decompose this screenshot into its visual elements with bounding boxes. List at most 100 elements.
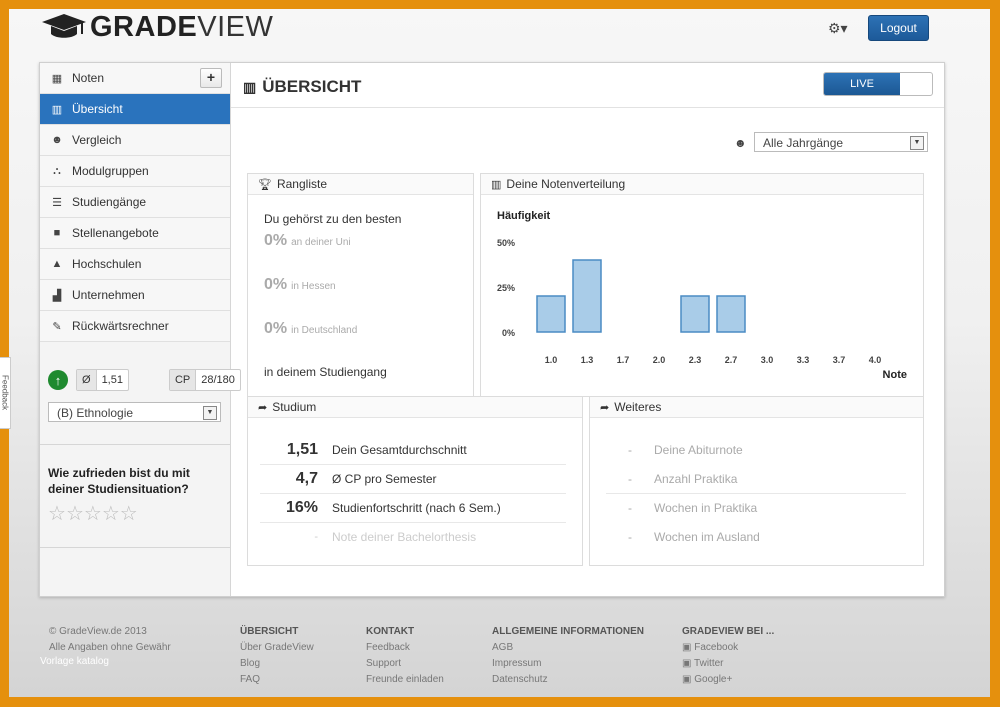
star-icon[interactable]: ☆ xyxy=(48,503,66,525)
sidebar-item-vergleich[interactable]: ☻ Vergleich xyxy=(40,125,230,156)
footer-link[interactable]: FAQ xyxy=(240,674,261,685)
footer-link[interactable]: Support xyxy=(366,658,402,669)
bar[interactable] xyxy=(716,295,746,333)
add-grade-button[interactable]: + xyxy=(200,68,222,88)
sidebar-item-hochschulen[interactable]: ▲ Hochschulen xyxy=(40,249,230,280)
sidebar-item-modulgruppen[interactable]: ⛬ Modulgruppen xyxy=(40,156,230,187)
logout-button[interactable]: Logout xyxy=(868,15,929,41)
live-toggle[interactable]: LIVE xyxy=(823,72,933,96)
footer-col-kontakt: KONTAKT Feedback Support Freunde einlade… xyxy=(366,624,444,688)
footer-link-twitter[interactable]: ▣ Twitter xyxy=(682,656,774,672)
rangliste-header: 🏆︎ Rangliste xyxy=(248,174,473,195)
x-tick-label: 2.7 xyxy=(725,355,738,365)
footer-link-googleplus[interactable]: ▣ Google+ xyxy=(682,672,774,688)
stat-value: - xyxy=(314,530,318,543)
sidebar-item-studiengaenge[interactable]: ☰ Studiengänge xyxy=(40,187,230,218)
footer-link[interactable]: Freunde einladen xyxy=(366,674,444,685)
sidebar-item-uebersicht[interactable]: ▥ Übersicht xyxy=(40,94,230,125)
footer-link[interactable]: Datenschutz xyxy=(492,674,548,685)
bar-chart-icon: ▥ xyxy=(51,103,63,116)
footer-link[interactable]: AGB xyxy=(492,642,514,653)
logo-text-bold: GRADE xyxy=(90,10,198,43)
stat-label: Studienfortschritt (nach 6 Sem.) xyxy=(332,500,501,515)
settings-gear-icon[interactable]: ⚙▾ xyxy=(828,20,848,36)
footer-col-social: GRADEVIEW BEI ... ▣ Facebook ▣ Twitter ▣… xyxy=(682,624,774,688)
x-tick-label: 3.3 xyxy=(797,355,810,365)
feedback-tab[interactable]: Feedback xyxy=(0,357,11,429)
rank-hessen-label: in Hessen xyxy=(291,281,336,292)
sidebar-item-stellenangebote[interactable]: ■ Stellenangebote xyxy=(40,218,230,249)
year-filter-select[interactable]: Alle Jahrgänge ▼ xyxy=(754,132,928,152)
logo-text-thin: VIEW xyxy=(197,10,274,43)
bar-chart-icon: ▥ xyxy=(243,78,257,95)
sidebar-item-unternehmen[interactable]: ▟ Unternehmen xyxy=(40,280,230,311)
stat-row: 1,51 Dein Gesamtdurchschnitt xyxy=(260,435,566,465)
x-tick-label: 1.0 xyxy=(545,355,558,365)
grade-stats: ↑ Ø 1,51 CP 28/180 xyxy=(48,369,241,391)
rank-hessen-value: 0% xyxy=(264,276,288,293)
x-tick-label: 1.3 xyxy=(581,355,594,365)
vorlage-text: Vorlage katalog xyxy=(40,656,109,667)
footer-link-facebook[interactable]: ▣ Facebook xyxy=(682,640,774,656)
bar[interactable] xyxy=(536,295,566,333)
factory-icon: ▟ xyxy=(52,289,62,302)
grade-distribution-chart: Häufigkeit Note 0% 25% 50% 1.0 1.3 1.7 2.0 2.3 2… xyxy=(497,210,907,381)
star-icon[interactable]: ☆ xyxy=(101,503,120,525)
bar[interactable] xyxy=(680,295,710,333)
disclaimer-text: Alle Angaben ohne Gewähr xyxy=(49,642,171,653)
stat-label: Note deiner Bachelorthesis xyxy=(332,529,477,544)
sidebar-item-label: Modulgruppen xyxy=(72,164,149,178)
bar-chart-icon: ▥ xyxy=(491,178,502,191)
sidebar-item-rueckwaertsrechner[interactable]: ✎ Rückwärtsrechner xyxy=(40,311,230,342)
stat-value: 1,51 xyxy=(286,440,318,458)
live-toggle-label: LIVE xyxy=(824,73,900,95)
graduation-cap-icon: ▲ xyxy=(51,258,63,270)
bar[interactable] xyxy=(572,259,602,333)
y-tick-label: 25% xyxy=(497,283,515,293)
cp-label: CP xyxy=(169,370,197,390)
sidebar-item-label: Hochschulen xyxy=(72,257,142,271)
star-icon[interactable]: ☆ xyxy=(65,503,84,525)
star-icon[interactable]: ☆ xyxy=(83,503,102,525)
star-rating[interactable]: ☆☆☆☆☆ xyxy=(48,501,138,526)
footer-link[interactable]: Impressum xyxy=(492,658,542,669)
rank-deutschland-label: in Deutschland xyxy=(291,325,358,336)
footer-copyright: © GradeView.de 2013 Alle Angaben ohne Ge… xyxy=(49,624,171,656)
x-tick-label: 1.7 xyxy=(617,355,630,365)
page-title-text: ÜBERSICHT xyxy=(262,77,362,96)
star-icon[interactable]: ☆ xyxy=(119,503,138,525)
footer-heading: ÜBERSICHT xyxy=(240,626,299,637)
more-label: Wochen in Praktika xyxy=(654,500,758,515)
divider xyxy=(40,547,230,548)
more-row: - Anzahl Praktika xyxy=(606,464,906,494)
weiteres-title: Weiteres xyxy=(614,400,662,414)
users-icon: ☻ xyxy=(51,134,63,146)
content-header: ▥ ÜBERSICHT LIVE xyxy=(231,63,944,108)
arrow-up-icon[interactable]: ↑ xyxy=(48,370,68,390)
y-tick-label: 50% xyxy=(497,238,515,248)
cp-value: 28/180 xyxy=(201,374,235,386)
rangliste-title: Rangliste xyxy=(276,177,327,191)
chevron-down-icon: ▼ xyxy=(910,136,924,150)
more-row: - Deine Abiturnote xyxy=(606,435,906,464)
studium-title: Studium xyxy=(272,400,317,414)
chevron-down-icon: ▼ xyxy=(203,406,217,420)
stat-row: 16% Studienfortschritt (nach 6 Sem.) xyxy=(260,493,566,523)
rank-deutschland-value: 0% xyxy=(264,320,288,337)
stat-row: - Note deiner Bachelorthesis xyxy=(260,522,566,551)
sidebar-item-label: Stellenangebote xyxy=(72,226,159,240)
weiteres-box: ➦ Weiteres - Deine Abiturnote - Anzahl P… xyxy=(589,396,924,566)
y-tick-label: 0% xyxy=(502,328,515,338)
rangliste-intro: Du gehörst zu den besten xyxy=(264,212,402,226)
briefcase-icon: ■ xyxy=(53,227,61,239)
sidebar-item-noten[interactable]: ▦ Noten + xyxy=(40,63,230,94)
rank-uni-value: 0% xyxy=(264,232,288,249)
program-select[interactable]: (B) Ethnologie ▼ xyxy=(48,402,221,422)
x-tick-label: 2.0 xyxy=(653,355,666,365)
footer-link[interactable]: Über GradeView xyxy=(240,642,314,653)
footer-link[interactable]: Blog xyxy=(240,658,261,669)
stat-label: Ø CP pro Semester xyxy=(332,471,437,486)
logo[interactable]: GRADEVIEW xyxy=(40,10,274,43)
sidebar-item-label: Noten xyxy=(72,71,105,85)
footer-link[interactable]: Feedback xyxy=(366,642,410,653)
